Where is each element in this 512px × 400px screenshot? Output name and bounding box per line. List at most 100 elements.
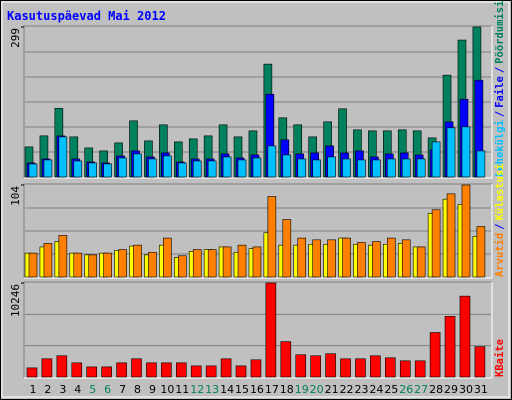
bar	[26, 367, 38, 378]
x-tick-label: 23	[354, 383, 368, 396]
bar	[282, 154, 292, 178]
x-tick-label: 6	[104, 383, 111, 396]
bar	[476, 226, 486, 278]
x-tick-label: 15	[235, 383, 249, 396]
bar	[327, 239, 336, 278]
bar	[133, 153, 142, 178]
bar	[222, 156, 232, 178]
bar	[340, 358, 351, 378]
bar	[101, 366, 112, 378]
bar	[355, 358, 366, 378]
bar	[237, 159, 247, 178]
legend-separator: /	[494, 223, 506, 229]
bar	[414, 360, 426, 378]
x-tick-label: 13	[205, 383, 219, 396]
bar	[176, 362, 187, 378]
bar	[295, 354, 307, 378]
bar	[267, 145, 277, 178]
panel-border	[23, 25, 492, 178]
x-tick-label: 10	[160, 383, 174, 396]
bar	[237, 244, 247, 278]
bar	[118, 157, 127, 178]
bar	[235, 365, 247, 378]
bar	[192, 249, 202, 278]
x-tick-label: 9	[149, 383, 156, 396]
bar	[56, 355, 68, 378]
x-tick-label: 31	[474, 383, 488, 396]
x-tick-label: 5	[89, 383, 96, 396]
bar	[131, 358, 142, 378]
x-tick-label: 3	[59, 383, 66, 396]
bar	[207, 160, 217, 178]
bar	[370, 355, 381, 378]
bar	[387, 158, 396, 178]
chart-title: Kasutuspäevad Mai 2012	[7, 9, 166, 23]
x-tick-label: 30	[459, 383, 473, 396]
legend: Arvutid / Külastusi	[494, 164, 506, 278]
bar	[297, 158, 307, 178]
x-tick-label: 21	[325, 383, 339, 396]
panel-border	[24, 184, 493, 279]
legend-entry: Arvutid	[494, 233, 506, 277]
bar	[342, 158, 351, 178]
y-tick-label: 104	[9, 186, 22, 206]
x-tick-label: 1	[30, 383, 37, 396]
bar	[476, 150, 486, 178]
bar	[327, 156, 336, 178]
bar	[280, 341, 292, 378]
bar	[265, 282, 277, 378]
bar	[431, 209, 441, 278]
bar	[207, 249, 217, 278]
bar	[220, 358, 232, 378]
x-tick-label: 20	[310, 383, 324, 396]
bar	[446, 127, 456, 178]
bar	[86, 366, 98, 378]
bar	[282, 219, 292, 278]
legend-separator: /	[494, 67, 506, 73]
x-tick-label: 29	[444, 383, 458, 396]
panel-border	[23, 183, 492, 278]
bar	[178, 162, 187, 178]
x-tick-label: 11	[175, 383, 189, 396]
legend: KBaite	[494, 339, 506, 377]
bar	[250, 359, 262, 378]
y-tick-label: 10246	[9, 284, 22, 317]
bar	[41, 358, 53, 378]
bar	[148, 251, 157, 278]
bar	[416, 246, 426, 278]
bar	[267, 196, 277, 278]
x-tick-label: 17	[265, 383, 279, 396]
bar	[178, 255, 187, 278]
bar	[146, 362, 157, 378]
bar	[161, 362, 172, 378]
legend-entry: Külastusi	[494, 164, 506, 221]
bar	[88, 254, 98, 278]
bar	[133, 244, 142, 278]
legend-entry: KBaite	[494, 339, 506, 377]
bar	[310, 355, 321, 378]
bar	[43, 243, 53, 278]
x-tick-label: 28	[429, 383, 443, 396]
legend-separator: /	[494, 111, 506, 117]
x-tick-label: 18	[280, 383, 294, 396]
x-tick-label: 19	[295, 383, 309, 396]
bar	[372, 159, 381, 178]
legend-entry: Faile	[494, 76, 506, 108]
x-tick-label: 16	[250, 383, 264, 396]
x-tick-label: 27	[414, 383, 428, 396]
bar	[401, 239, 411, 278]
bar	[312, 239, 321, 278]
bar	[399, 360, 411, 378]
x-tick-label: 2	[44, 383, 51, 396]
legend-entry: Pöördumisi	[494, 1, 506, 64]
x-tick-label: 4	[74, 383, 81, 396]
bar	[431, 141, 441, 178]
x-tick-label: 26	[399, 383, 413, 396]
bar	[252, 157, 262, 178]
bar	[357, 159, 366, 178]
bar	[459, 295, 471, 378]
bar	[205, 365, 217, 378]
bar	[297, 237, 307, 278]
